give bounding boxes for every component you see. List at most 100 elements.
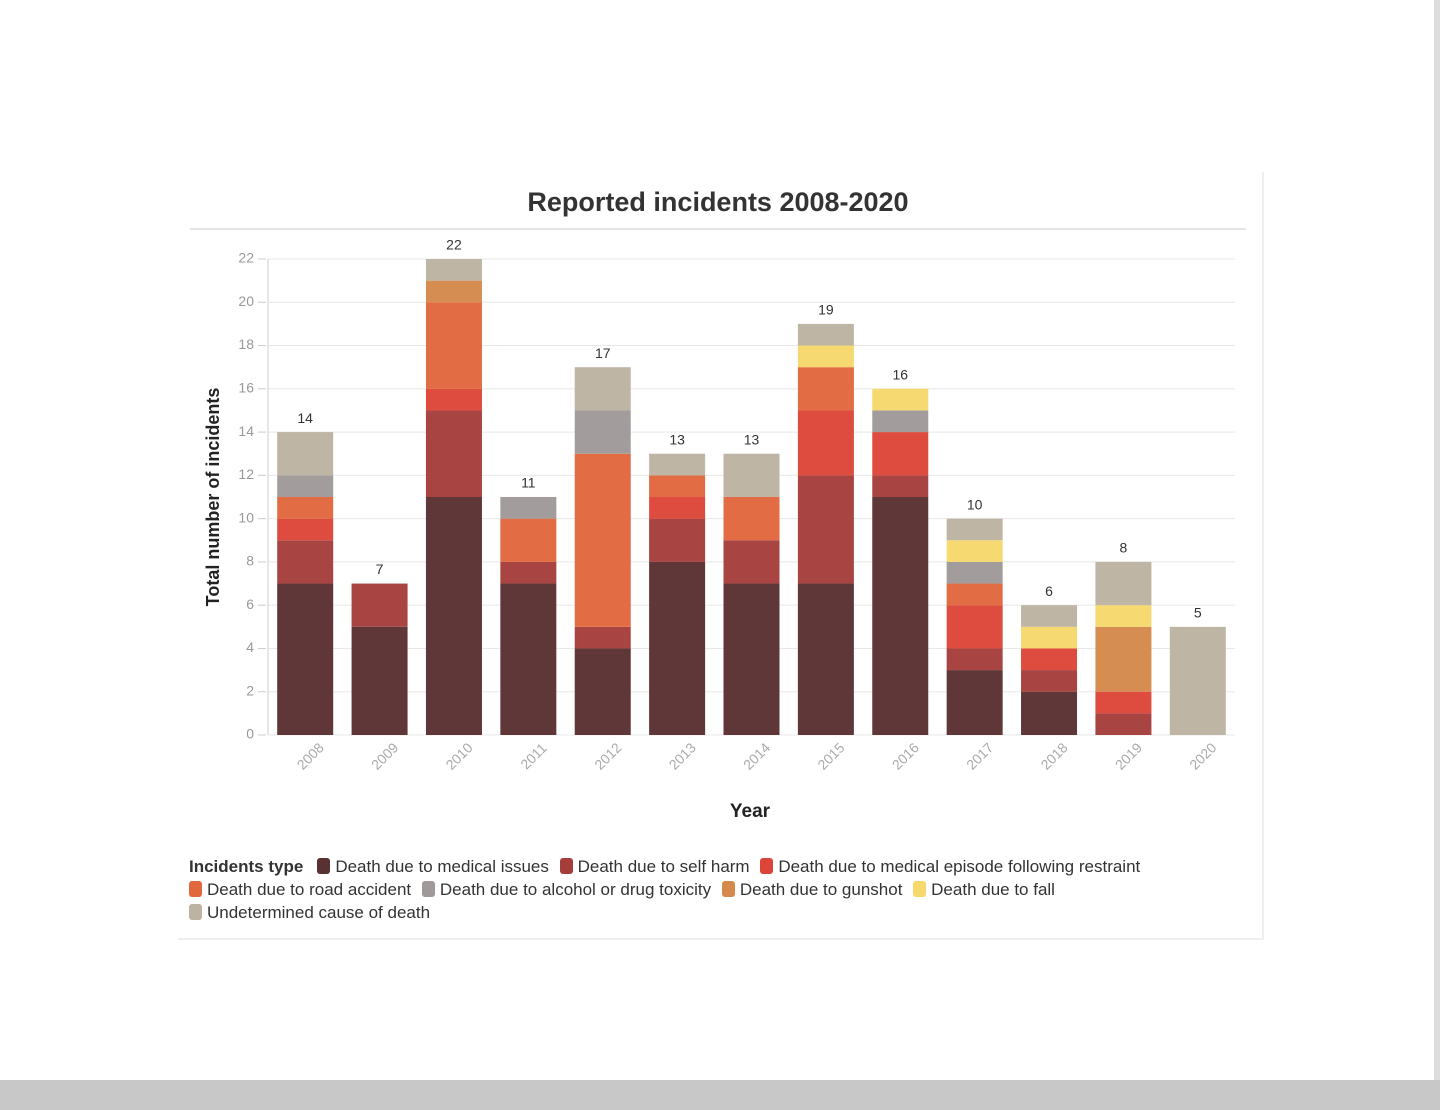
x-tick-label: 2011	[517, 740, 550, 773]
legend-item: Death due to alcohol or drug toxicity	[421, 880, 712, 899]
bar-segment	[946, 583, 1003, 606]
legend-label: Death due to alcohol or drug toxicity	[439, 880, 712, 899]
bar-segment	[1021, 648, 1078, 671]
bar-segment	[872, 388, 929, 411]
bar-segment	[425, 410, 482, 497]
bar-segment	[1095, 713, 1152, 735]
x-tick-label: 2016	[889, 739, 922, 772]
bar-segment	[425, 388, 482, 411]
bar-segment	[1095, 561, 1152, 606]
bar-segment	[649, 518, 706, 562]
legend-item: Death due to fall	[913, 880, 1055, 899]
bar-segment	[872, 497, 929, 735]
bar-segment	[1095, 626, 1152, 692]
bar-segment	[649, 497, 706, 519]
bar-segment	[1095, 605, 1152, 627]
y-tick-label: 10	[238, 509, 254, 525]
x-tick-label: 2009	[368, 739, 401, 772]
x-tick-label: 2014	[740, 739, 773, 772]
bar-segment	[500, 561, 557, 584]
bar-segment	[797, 367, 854, 411]
x-tick-label: 2010	[442, 739, 475, 772]
total-label: 6	[1045, 583, 1053, 599]
legend-item: Undetermined cause of death	[189, 903, 430, 922]
legend-swatch	[421, 881, 435, 897]
bar-segment	[946, 670, 1003, 735]
x-tick-label: 2019	[1112, 739, 1145, 772]
bar-segment	[1021, 605, 1078, 627]
bar-segment	[425, 497, 482, 735]
total-label: 11	[521, 475, 536, 491]
bar-segment	[872, 432, 929, 476]
y-tick-label: 6	[246, 596, 254, 612]
bar-segment	[723, 540, 780, 584]
bar-segment	[277, 518, 334, 541]
bar-segment	[500, 518, 557, 562]
bar-segment	[946, 518, 1003, 541]
bar-segment	[797, 475, 854, 584]
x-tick-label: 2008	[294, 739, 327, 772]
window-edge	[1434, 0, 1440, 1080]
legend-label: Death due to medical issues	[335, 857, 549, 876]
bar-segment	[872, 475, 929, 497]
bar-segment	[425, 302, 482, 389]
y-tick-label: 12	[238, 466, 254, 482]
bar-segment	[574, 367, 631, 411]
bar-segment	[946, 540, 1003, 562]
bar-segment	[1021, 691, 1078, 735]
bar-segment	[1021, 670, 1078, 692]
bar-segment	[277, 432, 334, 476]
y-tick-label: 18	[238, 336, 254, 352]
legend-item: Death due to self harm	[559, 857, 750, 876]
total-label: 22	[446, 237, 462, 253]
legend-item: Death due to medical episode following r…	[760, 857, 1140, 876]
bar-segment	[574, 410, 631, 454]
bar-segment	[649, 475, 706, 497]
legend: Incidents type Death due to medical issue…	[189, 855, 1189, 924]
bar-segment	[946, 648, 1003, 671]
bar-segment	[723, 583, 780, 735]
y-tick-label: 20	[238, 293, 254, 309]
y-axis-title: Total number of incidents	[203, 388, 223, 607]
legend-label: Death due to fall	[931, 880, 1055, 899]
bar-segment	[500, 497, 557, 519]
legend-label: Death due to medical episode following r…	[778, 857, 1141, 876]
y-tick-label: 4	[246, 639, 254, 655]
bar-segment	[351, 583, 408, 627]
total-label: 5	[1194, 605, 1202, 621]
total-label: 8	[1120, 540, 1128, 556]
bar-segment	[500, 583, 557, 735]
bar-segment	[797, 345, 854, 368]
total-label: 13	[744, 431, 760, 447]
legend-label: Death due to self harm	[577, 857, 750, 876]
total-label: 10	[967, 496, 983, 512]
bar-segment	[723, 497, 780, 541]
total-label: 7	[376, 561, 384, 577]
bar-segment	[1169, 626, 1226, 735]
bar-segment	[649, 561, 706, 735]
legend-item: Death due to gunshot	[721, 880, 902, 899]
bar-segment	[1021, 626, 1078, 649]
x-tick-label: 2017	[963, 739, 996, 772]
legend-label: Death due to road accident	[207, 880, 412, 899]
legend-title: Incidents type	[189, 857, 304, 876]
bar-segment	[425, 259, 482, 281]
legend-item: Death due to road accident	[189, 880, 411, 899]
legend-swatch	[189, 881, 202, 897]
chart-title: Reported incidents 2008-2020	[527, 187, 908, 217]
bar-segment	[797, 583, 854, 735]
legend-swatch	[721, 881, 735, 897]
legend-swatch	[317, 858, 331, 874]
legend-swatch	[913, 881, 927, 897]
x-tick-label: 2020	[1186, 739, 1219, 772]
x-tick-label: 2018	[1037, 739, 1070, 772]
bar-segment	[723, 453, 780, 497]
y-tick-label: 0	[246, 726, 254, 742]
total-label: 13	[669, 431, 685, 447]
y-tick-label: 16	[238, 380, 254, 396]
chart-card	[178, 172, 1264, 940]
window-bar	[0, 1080, 1440, 1110]
legend-label: Undetermined cause of death	[207, 903, 431, 922]
y-tick-label: 14	[238, 423, 254, 439]
